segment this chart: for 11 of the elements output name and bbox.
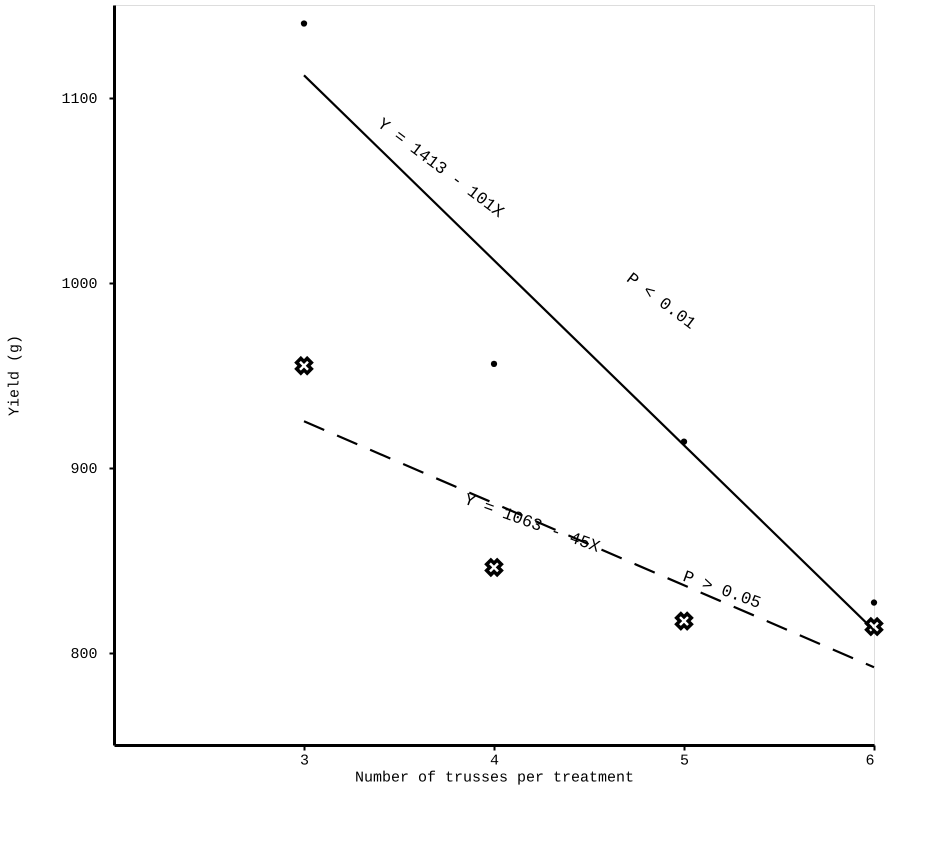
y-axis-title: Yield (g)	[6, 334, 24, 416]
x-tick-label: 4	[490, 752, 500, 770]
y-tick-label: 1100	[61, 91, 98, 108]
x-tick-label: 6	[865, 752, 874, 770]
x-tick-label: 3	[300, 752, 310, 770]
y-tick-label: 800	[70, 646, 98, 663]
annotation: P > 0.05	[680, 568, 764, 614]
x-axis-title: Number of trusses per treatment	[354, 770, 634, 786]
y-tick-label: 900	[70, 461, 98, 478]
y-tick-label: 1000	[61, 276, 98, 293]
x-tick-label: 5	[680, 752, 690, 770]
